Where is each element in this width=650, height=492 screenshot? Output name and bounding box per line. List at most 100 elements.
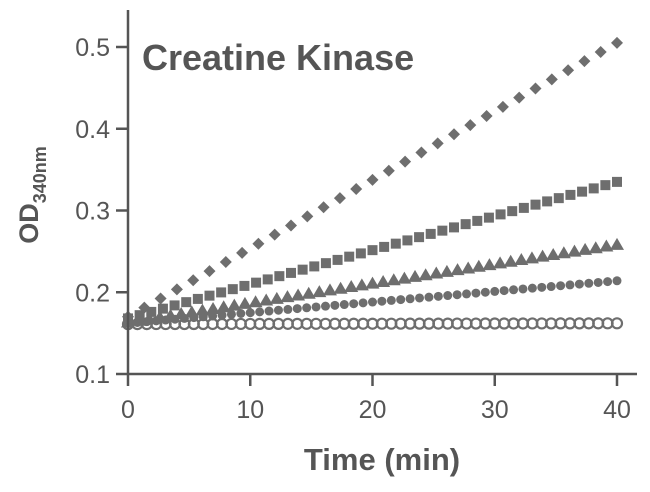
data-point-circle [386, 295, 396, 305]
data-point-square [588, 183, 599, 194]
data-point-circle [509, 285, 519, 295]
data-point-circle [584, 278, 594, 288]
series-triangle [121, 237, 624, 328]
data-point-triangle [184, 305, 199, 318]
y-axis-label: OD340nm [14, 146, 50, 244]
data-point-square [239, 280, 250, 291]
data-point-square [565, 189, 576, 200]
y-axis-label-sub: 340nm [30, 146, 50, 203]
data-point-diamond [350, 182, 363, 195]
data-point-triangle [291, 288, 306, 301]
data-point-triangle [216, 300, 231, 313]
data-point-diamond [317, 201, 330, 214]
y-axis-label-main: OD [14, 203, 44, 244]
data-point-triangle [376, 274, 391, 287]
data-point-triangle [237, 296, 252, 309]
data-point-diamond [138, 301, 151, 314]
x-tick-label: 40 [603, 396, 631, 424]
data-point-circle [546, 282, 556, 292]
data-point-triangle [493, 256, 508, 269]
data-point-diamond [268, 228, 281, 241]
data-point-triangle [567, 244, 582, 257]
data-point-triangle [280, 290, 295, 303]
data-point-diamond [154, 292, 167, 305]
data-point-diamond [170, 283, 183, 296]
data-point-diamond [333, 192, 346, 205]
data-point-square [367, 245, 378, 256]
data-point-square [460, 219, 471, 230]
data-point-square [227, 284, 238, 295]
data-point-diamond [366, 173, 379, 186]
data-point-triangle [471, 259, 486, 272]
data-point-square [483, 212, 494, 223]
data-point-circle [283, 304, 293, 314]
data-point-circle [574, 279, 584, 289]
data-point-circle [490, 286, 500, 296]
data-point-triangle [450, 263, 465, 276]
data-point-square [437, 225, 448, 236]
data-point-square [612, 176, 622, 187]
data-point-square [332, 254, 343, 265]
data-point-square [169, 300, 180, 311]
data-point-circle [396, 295, 406, 305]
data-point-triangle [152, 310, 167, 323]
data-point-circle [330, 300, 340, 310]
data-point-open-circle [610, 317, 624, 330]
data-point-triangle [142, 312, 157, 325]
data-point-triangle [418, 268, 433, 281]
y-tick-label: 0.2 [75, 279, 110, 307]
data-point-circle [217, 310, 227, 320]
data-point-square [402, 235, 413, 246]
data-point-square [216, 287, 227, 298]
data-point-circle [415, 293, 425, 303]
data-point-circle [443, 291, 453, 301]
data-point-diamond [545, 73, 558, 86]
data-point-square [181, 297, 192, 308]
data-point-diamond [578, 55, 591, 68]
data-point-triangle [439, 264, 454, 277]
data-point-circle [518, 284, 528, 294]
data-point-square [309, 261, 320, 272]
data-point-diamond [464, 119, 477, 132]
data-point-triangle [429, 266, 444, 279]
data-point-square [204, 290, 215, 301]
data-point-triangle [408, 269, 423, 282]
data-point-circle [292, 304, 302, 314]
data-point-triangle [588, 241, 603, 254]
data-point-circle [527, 283, 537, 293]
data-point-circle [255, 307, 265, 317]
data-point-square [449, 222, 459, 233]
data-point-triangle [578, 242, 593, 255]
data-point-triangle [556, 246, 571, 259]
data-point-square [530, 199, 541, 210]
data-point-square [600, 180, 611, 191]
data-point-triangle [503, 254, 518, 267]
data-point-circle [302, 303, 312, 313]
data-point-square [553, 193, 564, 204]
data-point-circle [462, 289, 472, 299]
data-point-square [472, 215, 483, 226]
data-point-triangle [365, 276, 380, 289]
data-point-square [251, 277, 262, 288]
data-point-square [134, 310, 145, 321]
data-point-triangle [354, 278, 369, 291]
data-point-circle [311, 302, 321, 312]
data-point-triangle [546, 247, 561, 260]
data-point-square [355, 248, 366, 259]
data-point-square [262, 274, 273, 285]
data-point-circle [368, 297, 377, 307]
data-point-triangle [248, 295, 263, 308]
data-point-triangle [397, 271, 412, 284]
data-point-diamond [448, 128, 460, 141]
data-point-diamond [399, 155, 412, 168]
data-point-triangle [599, 239, 614, 252]
data-point-circle [405, 294, 415, 304]
y-tick-label: 0.5 [75, 34, 110, 62]
data-point-triangle [482, 258, 497, 271]
data-point-circle [264, 306, 274, 316]
data-point-square [414, 232, 425, 243]
data-point-circle [537, 282, 547, 292]
data-point-diamond [236, 246, 249, 259]
data-point-diamond [594, 46, 607, 59]
